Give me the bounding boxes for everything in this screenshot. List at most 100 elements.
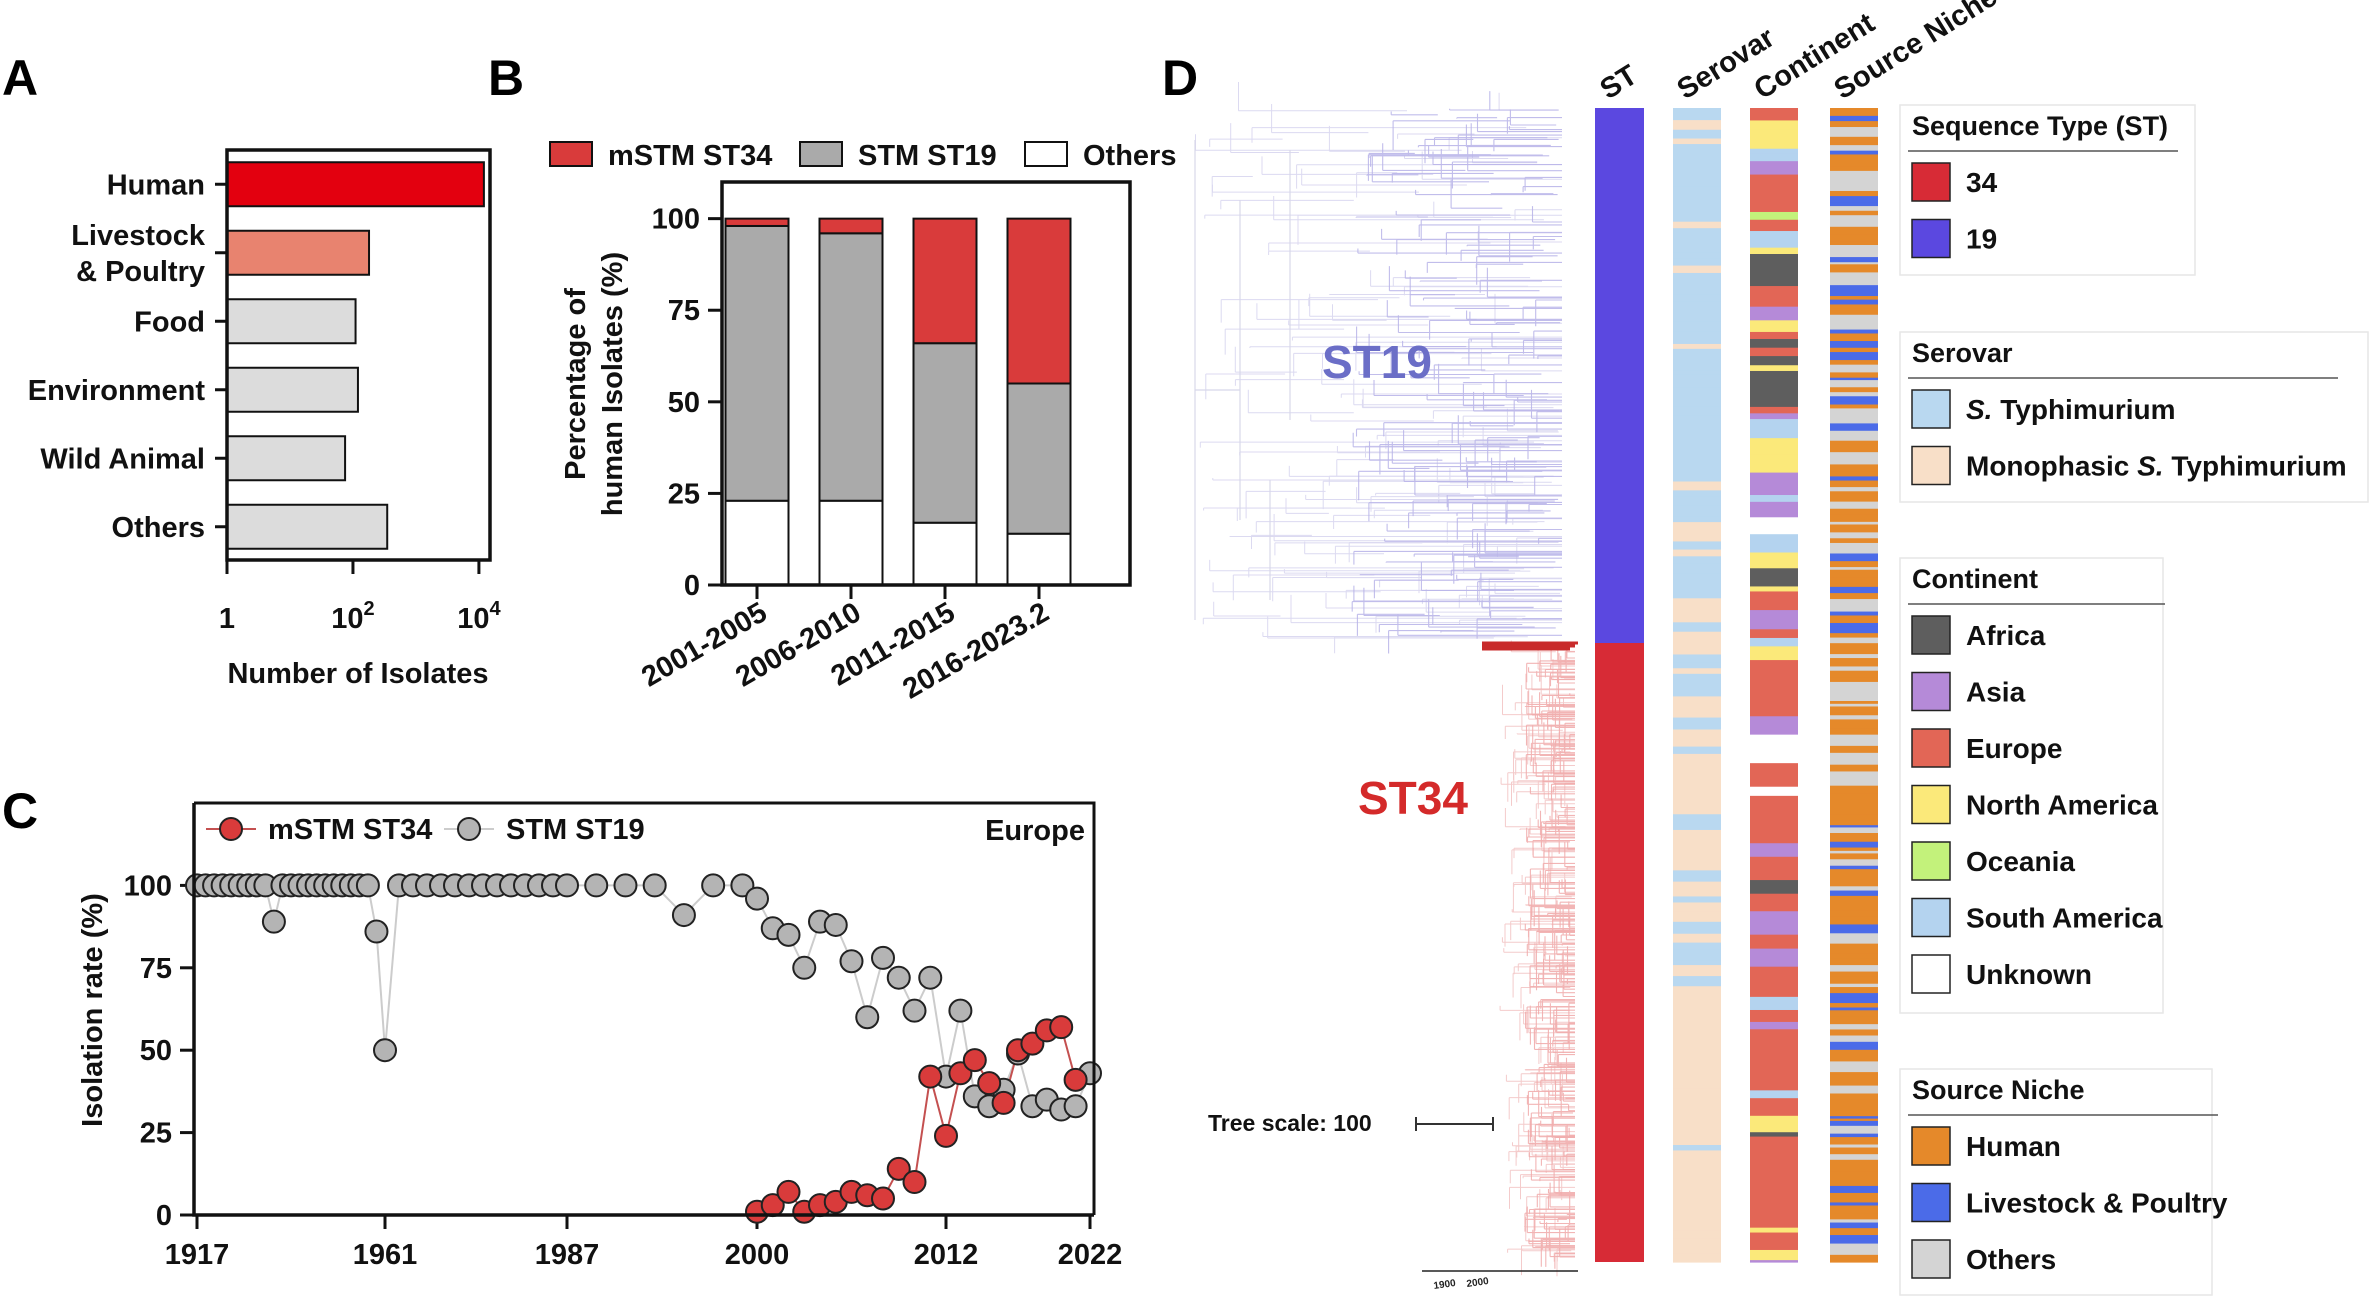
serovar-strip-segment [1673, 911, 1721, 923]
continent-strip-segment [1750, 356, 1798, 366]
continent-strip-segment [1750, 320, 1798, 333]
source-niche-strip-segment [1830, 615, 1878, 624]
continent-strip-segment [1750, 1041, 1798, 1059]
source-niche-strip-segment [1830, 127, 1878, 131]
source-niche-strip-segment [1830, 1072, 1878, 1076]
source-niche-strip-segment [1830, 1144, 1878, 1149]
continent-strip-segment [1750, 629, 1798, 639]
source-niche-strip-segment [1830, 728, 1878, 736]
continent-strip-segment [1750, 1232, 1798, 1251]
source-niche-strip-segment [1830, 863, 1878, 867]
source-niche-strip-segment [1830, 719, 1878, 725]
serovar-strip-segment [1673, 221, 1721, 229]
source-niche-strip-segment [1830, 546, 1878, 555]
source-niche-strip-segment [1830, 847, 1878, 852]
source-niche-strip-segment [1830, 583, 1878, 588]
source-niche-strip-segment [1830, 210, 1878, 216]
continent-strip-segment [1750, 1075, 1798, 1091]
serovar-strip-segment [1673, 1230, 1721, 1234]
source-niche-strip-segment [1830, 783, 1878, 787]
source-niche-strip-segment [1830, 480, 1878, 486]
legend-swatch-asia [1911, 671, 1951, 712]
source-niche-strip-segment [1830, 850, 1878, 855]
source-niche-strip-segment [1830, 164, 1878, 168]
point-stm-st19-2000 [745, 886, 769, 911]
point-stm-st19-2007 [855, 1005, 880, 1030]
serovar-strip-segment [1673, 582, 1721, 588]
x-tick-label-2012: 2012 [914, 1239, 979, 1271]
serovar-strip-segment [1673, 795, 1721, 806]
continent-strip-segment [1750, 966, 1798, 987]
serovar-strip-segment [1673, 529, 1721, 537]
source-niche-strip-segment [1830, 1167, 1878, 1173]
continent-strip-segment [1750, 923, 1798, 936]
point-mstm-st34-2011 [918, 1064, 943, 1089]
serovar-strip-segment [1673, 265, 1721, 274]
serovar-strip-segment [1673, 312, 1721, 323]
continent-strip-segment [1750, 1194, 1798, 1215]
y-tick-label-0: 0 [156, 1200, 172, 1232]
legend-label-stm-st19: STM ST19 [506, 814, 645, 846]
source-niche-strip-segment [1830, 1035, 1878, 1043]
source-niche-strip-segment [1830, 567, 1878, 571]
source-niche-strip-segment [1830, 304, 1878, 310]
source-niche-strip-segment [1830, 983, 1878, 988]
source-niche-strip-segment [1830, 115, 1878, 122]
category-label-human-0: Human [107, 169, 205, 201]
source-niche-strip-segment [1830, 1159, 1878, 1169]
continent-strip-segment [1750, 120, 1798, 131]
source-niche-strip-segment [1830, 145, 1878, 152]
source-niche-strip-segment [1830, 752, 1878, 761]
source-niche-strip-segment [1830, 853, 1878, 860]
source-niche-strip-segment [1830, 873, 1878, 881]
source-niche-strip-segment [1830, 508, 1878, 515]
source-niche-strip-segment [1830, 599, 1878, 606]
continent-strip-segment [1750, 1021, 1798, 1030]
panel-a-bar-chart: Human Livestock & Poultry Food Environment Wi… [28, 148, 501, 690]
source-niche-strip-segment [1830, 695, 1878, 702]
source-niche-strip-segment [1830, 724, 1878, 729]
y-tick-label-25: 25 [140, 1118, 172, 1150]
serovar-strip-segment [1673, 192, 1721, 205]
continent-strip-segment [1750, 734, 1798, 752]
source-niche-strip-segment [1830, 890, 1878, 897]
source-niche-strip-segment [1830, 793, 1878, 800]
continent-strip-segment [1750, 851, 1798, 858]
panel-a-frame [225, 148, 492, 562]
source-niche-strip-segment [1830, 222, 1878, 228]
serovar-strip-segment [1673, 111, 1721, 121]
bar-wild-animal [226, 435, 347, 482]
source-niche-strip-segment [1830, 647, 1878, 655]
y-tick-label-0: 0 [684, 570, 700, 602]
source-niche-strip-segment [1830, 677, 1878, 683]
source-niche-strip-segment [1830, 1238, 1878, 1245]
continent-strip-segment [1750, 161, 1798, 176]
continent-strip-segment [1750, 261, 1798, 268]
source-niche-strip-segment [1830, 1074, 1878, 1083]
bar-others-2001-2005 [724, 499, 790, 586]
serovar-strip-segment [1673, 1006, 1721, 1011]
legend-label-livestock-poultry: Livestock & Poultry [1966, 1188, 2228, 1219]
serovar-strip-segment [1673, 481, 1721, 491]
legend-label-europe: Europe [1966, 733, 2062, 764]
serovar-strip-segment [1673, 654, 1721, 664]
source-niche-strip-segment [1830, 820, 1878, 826]
continent-strip-segment [1750, 174, 1798, 184]
continent-strip-segment [1750, 637, 1798, 647]
continent-strip-segment [1750, 306, 1798, 321]
point-mstm-st34-2009 [886, 1156, 911, 1181]
source-niche-strip-segment [1830, 129, 1878, 138]
continent-strip-segment [1750, 692, 1798, 713]
continent-strip-segment [1750, 211, 1798, 221]
serovar-strip-segment [1673, 460, 1721, 473]
legend-swatch-africa [1911, 615, 1951, 655]
serovar-strip-segment [1673, 343, 1721, 350]
continent-strip-segment [1750, 763, 1798, 778]
serovar-strip-segment [1673, 928, 1721, 935]
continent-strip-segment [1750, 489, 1798, 496]
continent-strip-segment [1750, 286, 1798, 303]
source-niche-strip-segment [1830, 701, 1878, 705]
source-niche-strip-segment [1830, 372, 1878, 379]
source-niche-strip-segment [1830, 643, 1878, 649]
continent-strip-segment [1750, 231, 1798, 249]
